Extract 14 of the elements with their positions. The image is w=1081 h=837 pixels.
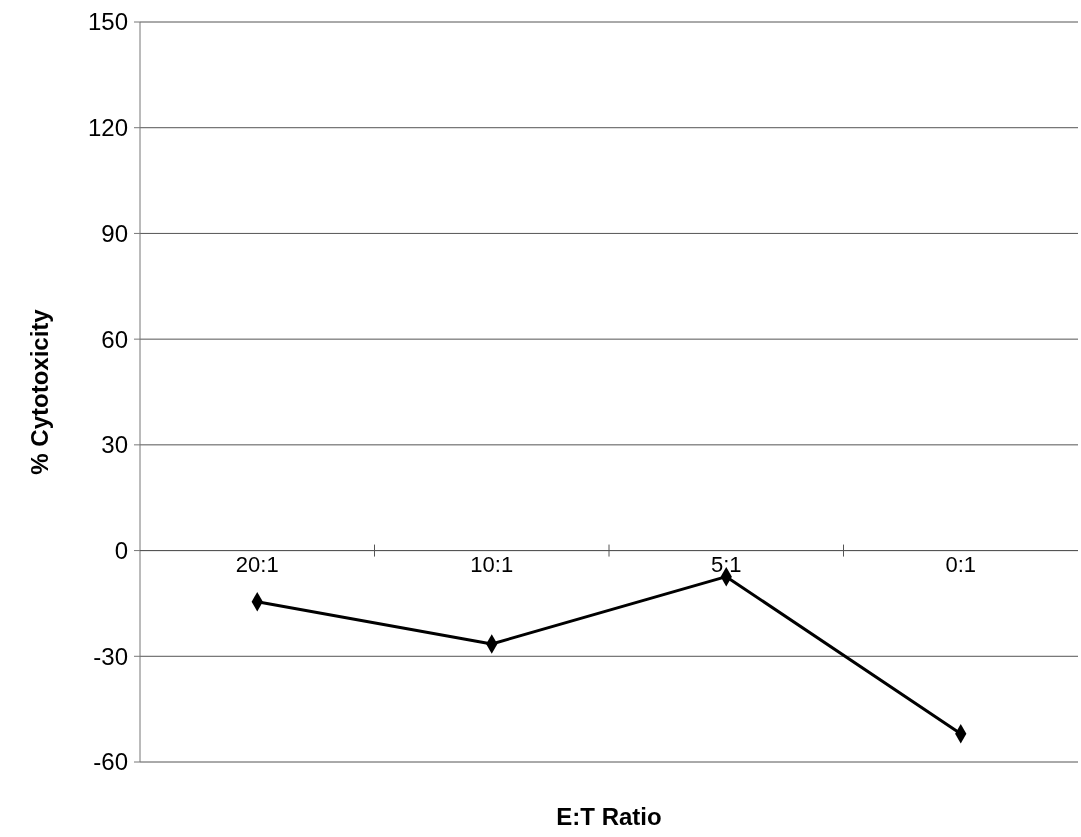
x-tick-label: 20:1 xyxy=(235,551,279,577)
y-tick-label: 60 xyxy=(101,325,128,353)
y-tick-label: 120 xyxy=(87,114,128,142)
y-tick-label: 0 xyxy=(114,536,128,564)
x-tick-label: 5:1 xyxy=(710,551,742,577)
y-tick-label: 150 xyxy=(87,8,128,36)
x-tick-label: 0:1 xyxy=(945,551,977,577)
y-tick-label: -30 xyxy=(93,642,128,670)
y-tick-label: 30 xyxy=(101,431,128,459)
x-tick-label: 10:1 xyxy=(470,551,514,577)
y-tick-label: 90 xyxy=(101,219,128,247)
y-tick-label: -60 xyxy=(93,748,128,776)
x-axis-title: E:T Ratio xyxy=(556,803,662,830)
y-axis-title: % Cytotoxicity xyxy=(26,308,53,475)
